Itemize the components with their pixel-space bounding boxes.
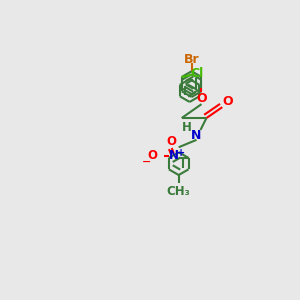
Text: O: O <box>167 135 177 148</box>
Text: O: O <box>222 95 232 108</box>
Text: Cl: Cl <box>190 68 203 80</box>
Text: O: O <box>147 149 157 162</box>
Text: −: − <box>142 157 152 167</box>
Text: CH₃: CH₃ <box>167 185 190 198</box>
Text: +: + <box>177 148 185 158</box>
Text: N: N <box>191 129 202 142</box>
Text: N: N <box>169 149 179 162</box>
Text: Br: Br <box>184 53 200 66</box>
Text: H: H <box>182 122 192 134</box>
Text: O: O <box>196 92 207 105</box>
